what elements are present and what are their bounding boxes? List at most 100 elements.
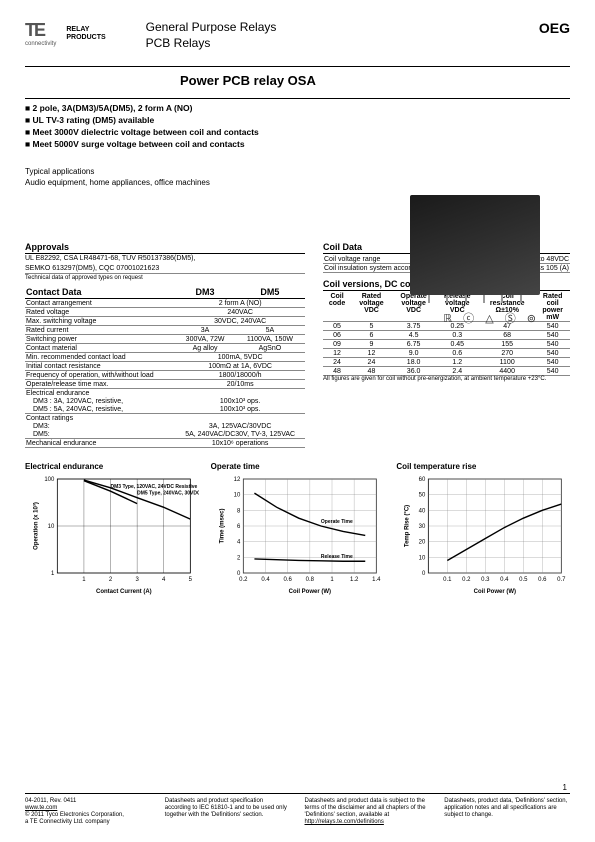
- svg-text:0.2: 0.2: [463, 577, 472, 583]
- svg-text:8: 8: [237, 509, 241, 515]
- col-head: DM3: [175, 287, 235, 299]
- contact-data-table: Contact Data DM3 DM5 Contact arrangement…: [25, 287, 305, 449]
- svg-text:40: 40: [419, 509, 426, 515]
- row-val: 240VAC: [175, 308, 305, 317]
- chart-title: Coil temperature rise: [396, 462, 570, 471]
- row-label: Frequency of operation, with/without loa…: [25, 371, 175, 380]
- svg-text:Operation (x 10³): Operation (x 10³): [32, 503, 39, 551]
- cell: 12: [323, 349, 351, 358]
- logo-sub: connectivity: [25, 41, 56, 47]
- svg-text:5: 5: [189, 577, 193, 583]
- chart-temp-rise: 0.10.20.30.40.50.60.70102030405060Coil P…: [396, 475, 570, 595]
- svg-text:30: 30: [419, 524, 426, 530]
- logo-mark: TE: [25, 20, 56, 41]
- header-title: General Purpose Relays PCB Relays: [146, 20, 277, 51]
- header-title-1: General Purpose Relays: [146, 20, 277, 36]
- svg-text:0.1: 0.1: [444, 577, 453, 583]
- cell: 3.75: [392, 322, 436, 331]
- col-head: RatedcoilpowermW: [535, 292, 570, 322]
- cell: 540: [535, 340, 570, 349]
- cell: 5: [351, 322, 392, 331]
- chart-operate-time: 0.20.40.60.811.21.4024681012Operate Time…: [211, 475, 385, 595]
- svg-text:1.2: 1.2: [350, 577, 359, 583]
- page-number: 1: [563, 783, 567, 792]
- row-label: DM5 : 5A, 240VAC, resistive,: [25, 405, 175, 414]
- svg-text:0.4: 0.4: [501, 577, 510, 583]
- cell: 0.3: [435, 331, 479, 340]
- cell: 09: [323, 340, 351, 349]
- row-label: DM5:: [25, 430, 175, 439]
- cell: 540: [535, 322, 570, 331]
- cell: 2.4: [435, 367, 479, 376]
- cell: 36.0: [392, 367, 436, 376]
- svg-text:20: 20: [419, 540, 426, 546]
- svg-text:Operate Time: Operate Time: [321, 519, 353, 525]
- svg-text:0.4: 0.4: [261, 577, 270, 583]
- approvals-line: SEMKO 613297(DM5), CQC 07001021623: [25, 265, 305, 274]
- cell: 24: [323, 358, 351, 367]
- svg-text:50: 50: [419, 493, 426, 499]
- row-val: 5A, 240VAC/DC30V, TV-3, 125VAC: [175, 430, 305, 439]
- row-label: DM3 : 3A, 120VAC, resistive,: [25, 397, 175, 405]
- svg-text:4: 4: [162, 577, 166, 583]
- footer-note: Datasheets and product specification acc…: [165, 798, 291, 826]
- svg-text:0.8: 0.8: [305, 577, 314, 583]
- svg-text:DM5 Type, 240VAC, 30VDC Resist: DM5 Type, 240VAC, 30VDC Resistive: [137, 491, 199, 497]
- charts-row: Electrical endurance 12345110100DM5 Type…: [25, 462, 570, 597]
- svg-text:1.4: 1.4: [372, 577, 381, 583]
- row-val: 1800/18000/h: [175, 371, 305, 380]
- cell: 6: [351, 331, 392, 340]
- cell: 6.75: [392, 340, 436, 349]
- feature-bullets: 2 pole, 3A(DM3)/5A(DM5), 2 form A (NO) U…: [25, 103, 570, 149]
- footer-link[interactable]: http://relays.te.com/definitions: [305, 819, 384, 825]
- svg-text:10: 10: [48, 524, 55, 530]
- footer-copy: © 2011 Tyco Electronics Corporation,: [25, 812, 124, 818]
- cell: 05: [323, 322, 351, 331]
- cell: 48: [323, 367, 351, 376]
- row-val: 1100VA, 150W: [235, 335, 305, 344]
- coil-versions-table: CoilcodeRatedvoltageVDCOperatevoltageVDC…: [323, 292, 570, 376]
- col-head: Coilcode: [323, 292, 351, 322]
- row-val: 3A, 125VAC/30VDC: [175, 422, 305, 430]
- footer-rev: 04-2011, Rev. 0411: [25, 798, 76, 804]
- svg-text:0.2: 0.2: [239, 577, 248, 583]
- row-label: Rated voltage: [25, 308, 175, 317]
- row-label: Rated current: [25, 326, 175, 335]
- svg-text:0.6: 0.6: [539, 577, 548, 583]
- svg-text:Temp Rise (°C): Temp Rise (°C): [405, 505, 411, 547]
- row-val: 100x10³ ops.: [175, 397, 305, 405]
- svg-text:0.3: 0.3: [482, 577, 491, 583]
- svg-text:12: 12: [233, 477, 240, 483]
- row-val: 30VDC, 240VAC: [175, 317, 305, 326]
- approvals-note: Technical data of approved types on requ…: [25, 275, 305, 281]
- svg-text:DM3 Type, 120VAC, 24VDC Resist: DM3 Type, 120VAC, 24VDC Resistive: [111, 485, 198, 491]
- row-label: Operate/release time max.: [25, 380, 175, 389]
- svg-text:Time (msec): Time (msec): [219, 509, 225, 544]
- contact-data-title: Contact Data: [25, 287, 175, 299]
- svg-text:Release Time: Release Time: [321, 554, 353, 560]
- product-image: [410, 195, 540, 295]
- cell: 06: [323, 331, 351, 340]
- footer: 04-2011, Rev. 0411 www.te.com © 2011 Tyc…: [25, 793, 570, 826]
- row-label: Min. recommended contact load: [25, 353, 175, 362]
- bullet: UL TV-3 rating (DM5) available: [25, 115, 570, 125]
- cell: 540: [535, 331, 570, 340]
- row-val: Ag alloy: [175, 344, 235, 353]
- main-title: Power PCB relay OSA: [180, 73, 570, 88]
- svg-text:0: 0: [422, 571, 426, 577]
- row-label: Electrical endurance: [25, 389, 175, 398]
- logo-right: RELAY PRODUCTS: [66, 26, 105, 41]
- cell: 270: [479, 349, 535, 358]
- cell: 540: [535, 349, 570, 358]
- cell: 4.5: [392, 331, 436, 340]
- cell: 24: [351, 358, 392, 367]
- col-head: RatedvoltageVDC: [351, 292, 392, 322]
- svg-text:0.7: 0.7: [558, 577, 567, 583]
- footer-link[interactable]: www.te.com: [25, 805, 57, 811]
- svg-text:0.5: 0.5: [520, 577, 529, 583]
- row-val: 100mΩ at 1A, 6VDC: [175, 362, 305, 371]
- header-title-2: PCB Relays: [146, 36, 277, 52]
- col-head: DM5: [235, 287, 305, 299]
- cell: 4400: [479, 367, 535, 376]
- row-label: Mechanical endurance: [25, 439, 175, 448]
